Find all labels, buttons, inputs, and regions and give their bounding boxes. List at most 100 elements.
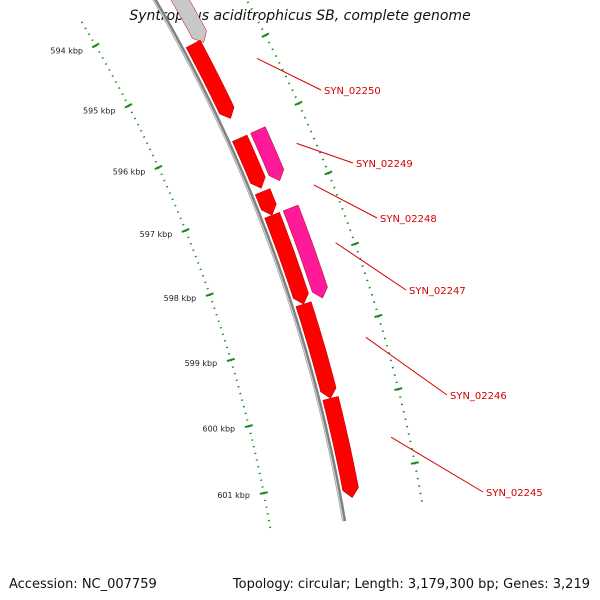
tick-dot — [111, 74, 114, 78]
tick-dot — [303, 116, 307, 119]
backbone-line — [152, 0, 347, 522]
tick-dot — [281, 68, 284, 71]
tick-dot — [118, 87, 121, 90]
tick-dot — [108, 68, 111, 71]
tick-dot — [142, 135, 146, 138]
tick-label: 594 kbp — [50, 47, 83, 56]
tick-dot — [306, 123, 310, 126]
tick-dot — [315, 144, 319, 147]
tick-dot — [101, 56, 104, 60]
tick-dot — [318, 151, 322, 154]
tick-dot — [261, 28, 264, 31]
feature-syn_02250 — [185, 39, 235, 119]
tick-dot — [288, 82, 291, 85]
feature-syn_02248 — [254, 188, 277, 216]
tick-dot — [121, 93, 124, 96]
feature-syn_02245 — [322, 396, 359, 499]
leader-line — [390, 436, 484, 493]
tick-dot — [330, 179, 333, 182]
tick-dots — [80, 1, 423, 529]
gene-label: SYN_02248 — [380, 214, 437, 225]
tick-dot — [253, 14, 257, 17]
feature-syn_02249 — [250, 126, 285, 182]
tick-label: 595 kbp — [83, 106, 116, 115]
topology-summary: Topology: circular; Length: 3,179,300 bp… — [232, 577, 590, 592]
tick-label: 599 kbp — [185, 359, 218, 368]
major-tick — [294, 100, 303, 106]
tick-marks: 594 kbp 595 kbp 596 kbp 597 kbp 598 kbp 599 k… — [50, 32, 419, 500]
major-tick — [374, 313, 383, 319]
tick-dot — [87, 33, 91, 36]
tick-dot — [321, 158, 325, 161]
tick-dot — [271, 48, 274, 51]
tick-dot — [133, 117, 137, 120]
tick-dot — [139, 129, 143, 132]
tick-dot — [267, 41, 271, 44]
tick-dot — [154, 160, 158, 163]
tick-label: 596 kbp — [113, 168, 146, 177]
gene-label: SYN_02246 — [450, 391, 507, 402]
tick-dot — [284, 75, 288, 78]
tick-dot — [114, 80, 118, 84]
tick-dot — [300, 109, 304, 112]
tick-dot — [91, 39, 94, 42]
tick-dot — [294, 96, 297, 99]
major-tick — [394, 387, 403, 392]
major-tick — [410, 461, 419, 465]
leader-line — [313, 184, 378, 219]
feature-syn_02249-cds — [232, 134, 266, 189]
gene-label: SYN_02250 — [324, 86, 381, 97]
tick-dot — [124, 99, 127, 102]
tick-dot — [80, 21, 84, 24]
major-tick — [226, 357, 235, 363]
feature-track — [170, 0, 359, 499]
leader-line — [365, 336, 448, 396]
tick-dot — [104, 62, 108, 65]
tick-dot — [98, 50, 101, 54]
tick-dot — [278, 61, 281, 64]
major-tick — [124, 103, 133, 109]
tick-dot — [250, 7, 253, 11]
major-tick — [259, 491, 268, 495]
major-tick — [181, 228, 190, 233]
tick-dot — [136, 123, 140, 126]
feature-syn_02247 — [282, 204, 328, 299]
tick-dot — [163, 179, 166, 182]
tick-label: 600 kbp — [203, 424, 236, 433]
tick-label: 598 kbp — [164, 294, 197, 303]
feature-syn_02246 — [295, 301, 337, 399]
tick-dot — [84, 27, 87, 30]
tick-dot — [257, 21, 260, 24]
gene-label: SYN_02245 — [486, 488, 543, 499]
tick-dot — [309, 130, 313, 133]
tick-dot — [160, 173, 163, 176]
tick-dot — [324, 165, 328, 168]
major-tick — [350, 241, 360, 247]
major-tick — [324, 170, 333, 176]
tick-dot — [246, 1, 250, 4]
backbone-highlight — [152, 0, 344, 522]
leader-line — [296, 142, 354, 164]
tick-label: 601 kbp — [217, 491, 250, 500]
feature-syn_02247-cds — [264, 211, 309, 305]
tick-dot — [312, 137, 316, 140]
map-title: Syntrophus aciditrophicus SB, complete g… — [129, 8, 471, 24]
major-tick — [91, 42, 100, 49]
major-tick — [261, 32, 270, 38]
leader-line — [256, 58, 322, 91]
gene-label: SYN_02247 — [409, 286, 466, 297]
tick-dot — [145, 142, 149, 145]
tick-dot — [130, 111, 134, 114]
accession-text: Accession: NC_007759 — [9, 577, 157, 592]
tick-dot — [148, 148, 152, 151]
feature-grey — [170, 0, 207, 43]
tick-dot — [274, 55, 278, 58]
gene-label: SYN_02249 — [356, 159, 413, 170]
leader-line — [335, 242, 407, 291]
tick-dot — [151, 154, 155, 157]
major-tick — [205, 292, 214, 297]
tick-dot — [291, 89, 294, 92]
gene-labels: SYN_02250 SYN_02249 SYN_02248 SYN_02247 SYN_… — [256, 58, 543, 499]
tick-label: 597 kbp — [140, 230, 173, 239]
